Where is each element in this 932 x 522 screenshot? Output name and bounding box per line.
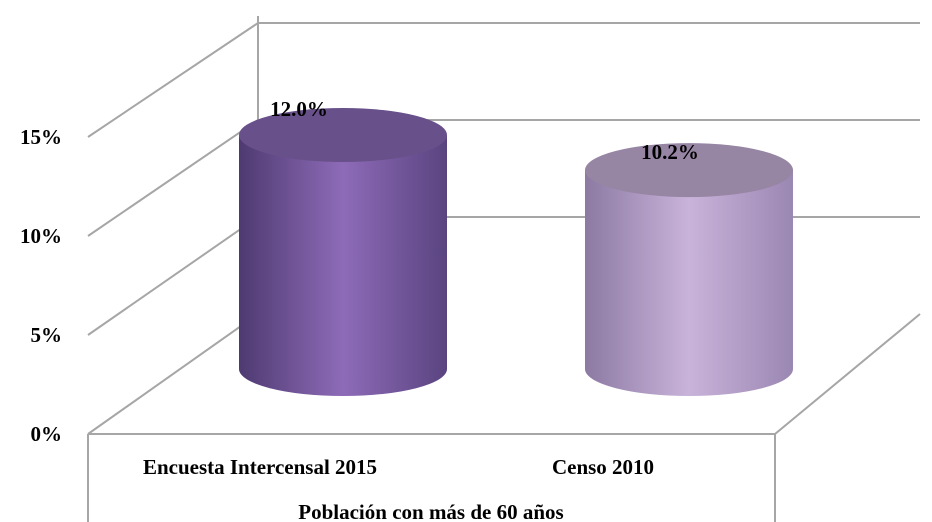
y-tick-label: 5% xyxy=(31,323,63,347)
bar xyxy=(585,143,793,396)
bar-body xyxy=(585,170,793,396)
data-label: 10.2% xyxy=(641,140,699,164)
y-tick-label: 0% xyxy=(31,422,63,446)
data-labels: 12.0% 10.2% xyxy=(270,97,699,164)
plot-frame xyxy=(87,16,921,522)
gridlines xyxy=(87,22,920,336)
data-label: 12.0% xyxy=(270,97,328,121)
bar-top xyxy=(239,108,447,162)
bar xyxy=(239,108,447,396)
bar-top xyxy=(585,143,793,198)
x-axis-title: Población con más de 60 años xyxy=(298,500,563,522)
y-tick-label: 10% xyxy=(20,224,62,248)
gridline xyxy=(87,216,920,336)
category-labels: Encuesta Intercensal 2015 Censo 2010 xyxy=(143,455,654,479)
gridline xyxy=(87,119,920,237)
floor-right-edge xyxy=(774,313,921,435)
floor-left-edge xyxy=(87,313,259,435)
bars xyxy=(239,108,793,396)
y-tick-label: 15% xyxy=(20,125,62,149)
gridline xyxy=(87,22,920,138)
category-label: Encuesta Intercensal 2015 xyxy=(143,455,377,479)
y-axis-tick-labels: 0% 5% 10% 15% xyxy=(20,125,62,446)
bar-body xyxy=(239,135,447,396)
category-label: Censo 2010 xyxy=(552,455,654,479)
